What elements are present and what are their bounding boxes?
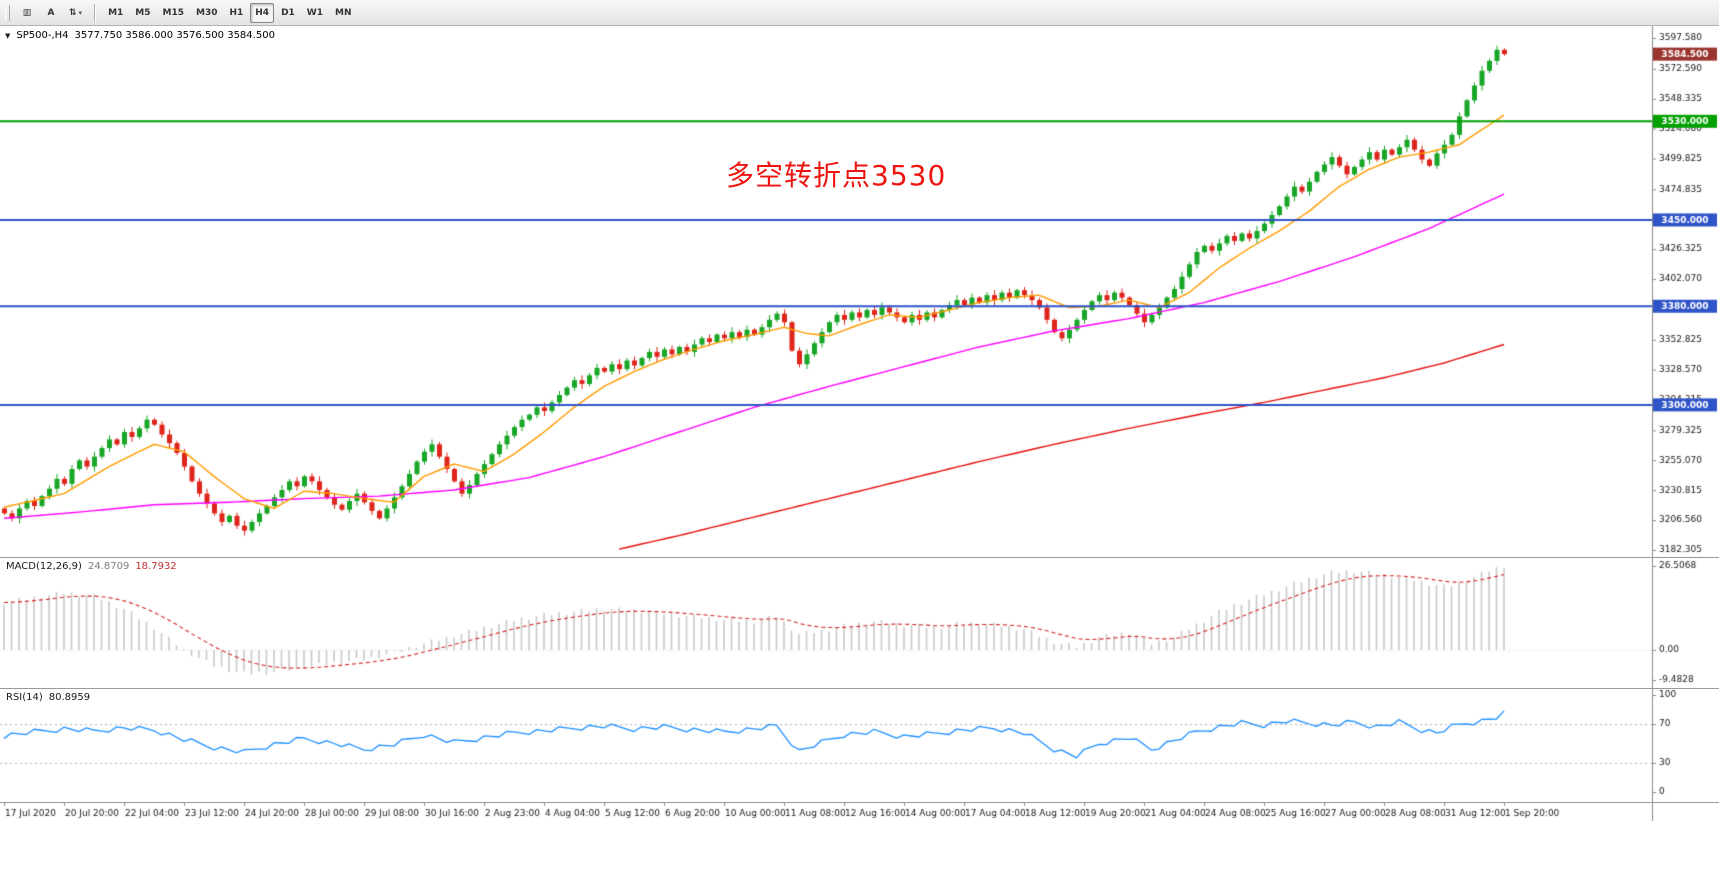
caret-down-icon: ▾ [78,8,83,17]
toolbar-grip[interactable] [5,4,10,21]
text-tool-icon: A [47,7,55,18]
toolbar: ▥ A ⇅ ▾ M1 M5 M15 M30 H1 H4 D1 W1 MN [0,0,1719,26]
scale-dropdown-button[interactable]: ⇅ ▾ [64,3,87,23]
timeframe-h4-button[interactable]: H4 [250,2,275,23]
text-tool-button[interactable]: A [40,3,62,23]
chart-window-icon: ▥ [22,7,32,18]
price-chart-canvas[interactable] [0,26,1719,557]
timeframe-mn-button[interactable]: MN [330,3,357,23]
scale-icon: ⇅ [69,7,77,18]
rsi-panel: RSI(14) 80.8959 [0,688,1719,802]
price-chart-panel: ▼ SP500-,H4 3577.750 3586.000 3576.500 3… [0,26,1719,557]
timeframe-m5-button[interactable]: M5 [130,3,155,23]
timeframe-w1-button[interactable]: W1 [302,3,328,23]
timeframe-m15-button[interactable]: M15 [158,3,189,23]
toolbar-separator [94,3,97,22]
macd-canvas[interactable] [0,558,1719,688]
rsi-canvas[interactable] [0,689,1719,802]
time-axis [0,802,1719,821]
timeframe-h1-button[interactable]: H1 [224,3,248,23]
chart-window-button[interactable]: ▥ [16,3,38,23]
macd-panel: MACD(12,26,9) 24.8709 18.7932 [0,557,1719,688]
timeframe-m30-button[interactable]: M30 [191,3,222,23]
timeframe-m1-button[interactable]: M1 [103,3,128,23]
time-axis-canvas[interactable] [0,803,1719,821]
bottom-filler [0,821,1719,892]
timeframe-d1-button[interactable]: D1 [276,3,300,23]
